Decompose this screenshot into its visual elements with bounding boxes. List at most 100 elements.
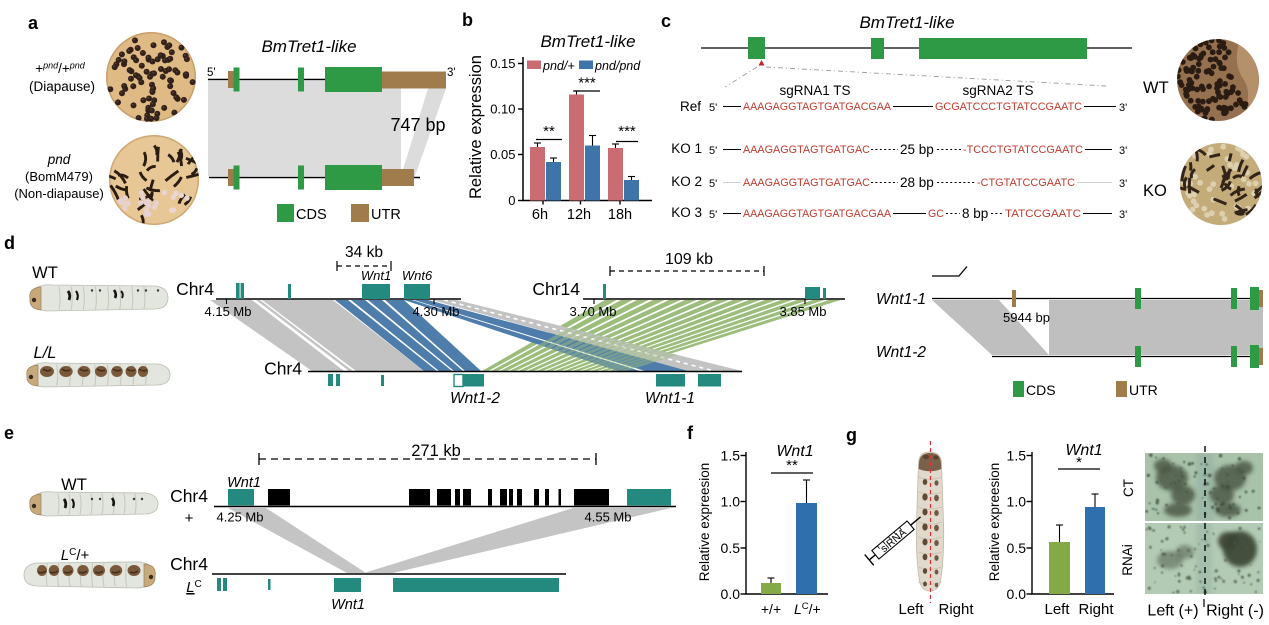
svg-text:g: g [846, 425, 857, 445]
svg-text:0.10: 0.10 [490, 102, 515, 117]
svg-text:Left (+): Left (+) [1147, 603, 1198, 620]
svg-text:Chr14: Chr14 [532, 279, 580, 299]
svg-text:RNAi: RNAi [1120, 544, 1135, 576]
svg-text:3': 3' [1119, 209, 1127, 221]
svg-text:Wnt1: Wnt1 [361, 268, 391, 283]
svg-text:siRNA: siRNA [878, 527, 909, 555]
svg-text:WT: WT [1143, 79, 1169, 97]
svg-text:LC/+: LC/+ [61, 547, 90, 564]
svg-text:e: e [4, 423, 14, 443]
svg-text:Relative expreesion: Relative expreesion [697, 463, 712, 582]
svg-text:0.5: 0.5 [1007, 540, 1027, 556]
svg-text:0.05: 0.05 [490, 147, 515, 162]
svg-text:WT: WT [32, 264, 58, 282]
svg-text:28 bp: 28 bp [900, 175, 934, 190]
svg-text:5': 5' [709, 178, 717, 190]
svg-text:TATCCGAATC: TATCCGAATC [1005, 208, 1081, 220]
svg-text:c: c [661, 11, 671, 31]
svg-text:Right: Right [938, 601, 974, 618]
svg-text:4.55 Mb: 4.55 Mb [585, 510, 632, 525]
svg-text:**: ** [543, 123, 555, 140]
svg-text:5': 5' [207, 67, 216, 79]
svg-text:sgRNA1 TS: sgRNA1 TS [779, 83, 850, 98]
svg-text:0: 0 [508, 193, 515, 208]
svg-text:4.25 Mb: 4.25 Mb [217, 510, 264, 525]
svg-text:3': 3' [1119, 102, 1127, 114]
svg-text:-TCCCTGTATCCGAATC: -TCCCTGTATCCGAATC [963, 144, 1083, 156]
svg-text:UTR: UTR [371, 207, 401, 223]
svg-text:5': 5' [709, 209, 717, 221]
svg-text:4.30 Mb: 4.30 Mb [413, 304, 460, 319]
svg-text:1.5: 1.5 [1007, 448, 1027, 464]
svg-text:***: *** [618, 123, 636, 140]
svg-text:6h: 6h [532, 207, 548, 223]
svg-text:5': 5' [709, 145, 717, 157]
svg-text:AAAGAGGTAGTGATGAC: AAAGAGGTAGTGATGAC [743, 144, 870, 156]
svg-text:+: + [185, 510, 194, 527]
svg-text:(Non-diapause): (Non-diapause) [14, 186, 104, 201]
svg-text:pnd/pnd: pnd/pnd [594, 59, 641, 73]
svg-text:KO 1: KO 1 [671, 141, 702, 156]
svg-text:AAAGAGGTAGTGATGACGAA: AAAGAGGTAGTGATGACGAA [743, 208, 892, 220]
svg-text:GC: GC [928, 208, 944, 220]
svg-text:0.5: 0.5 [721, 540, 741, 556]
svg-text:1.0: 1.0 [1007, 494, 1027, 510]
svg-text:25 bp: 25 bp [900, 142, 934, 157]
svg-text:WT: WT [61, 476, 87, 494]
svg-text:Right: Right [1078, 601, 1114, 618]
svg-text:(Diapause): (Diapause) [29, 79, 95, 94]
svg-text:KO 2: KO 2 [671, 174, 702, 189]
svg-text:Chr4: Chr4 [170, 554, 208, 574]
svg-text:KO: KO [1143, 182, 1167, 200]
svg-text:-CTGTATCCGAATC: -CTGTATCCGAATC [977, 177, 1075, 189]
svg-text:***: *** [578, 75, 596, 92]
svg-text:Chr4: Chr4 [264, 359, 302, 379]
svg-text:Wnt1: Wnt1 [331, 597, 365, 613]
svg-text:109 kb: 109 kb [665, 251, 713, 268]
svg-text:3': 3' [1119, 178, 1127, 190]
svg-text:3': 3' [1119, 145, 1127, 157]
svg-text:AAAGAGGTAGTGATGACGAA: AAAGAGGTAGTGATGACGAA [743, 101, 892, 113]
svg-text:Wnt1-2: Wnt1-2 [876, 344, 926, 361]
svg-text:Left: Left [898, 601, 924, 618]
svg-text:sgRNA2 TS: sgRNA2 TS [962, 83, 1033, 98]
svg-text:Relative expreesion: Relative expreesion [987, 463, 1002, 582]
svg-text:8 bp: 8 bp [962, 206, 988, 221]
svg-text:CT: CT [1121, 479, 1136, 497]
svg-text:BmTret1-like: BmTret1-like [261, 37, 356, 56]
svg-text:0.15: 0.15 [490, 56, 515, 71]
svg-text:34 kb: 34 kb [345, 244, 383, 261]
svg-text:Wnt1-1: Wnt1-1 [876, 291, 926, 308]
svg-text:747 bp: 747 bp [390, 115, 445, 135]
svg-text:1.5: 1.5 [721, 448, 741, 464]
svg-text:0.0: 0.0 [721, 586, 741, 602]
svg-text:Chr4: Chr4 [170, 486, 208, 506]
svg-text:1.0: 1.0 [721, 494, 741, 510]
svg-text:AAAGAGGTAGTGATGAC: AAAGAGGTAGTGATGAC [743, 177, 870, 189]
svg-text:Ref: Ref [680, 99, 701, 114]
svg-text:f: f [687, 423, 694, 443]
svg-text:(BomM479): (BomM479) [25, 169, 93, 184]
svg-text:Wnt1: Wnt1 [1065, 442, 1102, 459]
svg-text:CDS: CDS [296, 207, 327, 223]
svg-text:Wnt1-1: Wnt1-1 [645, 390, 695, 407]
svg-text:d: d [4, 233, 15, 253]
svg-text:Wnt1: Wnt1 [227, 475, 261, 491]
svg-text:LC/+: LC/+ [794, 601, 821, 617]
svg-text:3.70 Mb: 3.70 Mb [570, 304, 617, 319]
svg-text:UTR: UTR [1129, 382, 1158, 398]
svg-text:18h: 18h [608, 207, 632, 223]
svg-text:4.15 Mb: 4.15 Mb [205, 304, 252, 319]
svg-text:L/L: L/L [34, 344, 57, 362]
svg-text:12h: 12h [567, 207, 591, 223]
svg-text:5': 5' [709, 102, 717, 114]
svg-text:3.85 Mb: 3.85 Mb [780, 304, 827, 319]
svg-text:0.0: 0.0 [1007, 586, 1027, 602]
svg-text:**: ** [786, 457, 798, 474]
svg-text:Right (-): Right (-) [1206, 603, 1264, 620]
svg-text:CDS: CDS [1026, 382, 1056, 398]
svg-text:5944 bp: 5944 bp [1003, 310, 1050, 325]
svg-text:a: a [28, 13, 39, 33]
svg-text:pnd: pnd [47, 152, 71, 167]
svg-text:Wnt1-2: Wnt1-2 [450, 390, 500, 407]
